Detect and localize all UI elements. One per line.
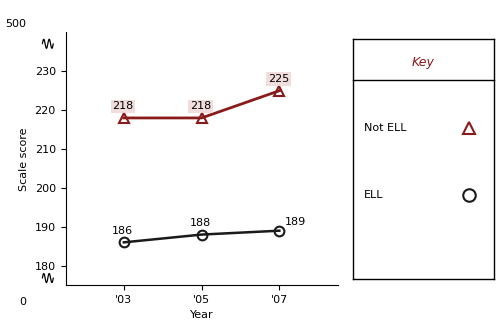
Text: 218: 218: [190, 101, 211, 111]
Text: Not ELL: Not ELL: [364, 122, 407, 133]
Text: 189: 189: [285, 217, 306, 227]
Text: Key: Key: [412, 56, 435, 69]
Text: 500: 500: [6, 19, 27, 29]
Text: 188: 188: [190, 218, 211, 228]
Text: 225: 225: [268, 74, 289, 84]
Y-axis label: Scale score: Scale score: [19, 127, 29, 191]
Text: 218: 218: [112, 101, 134, 111]
Text: 186: 186: [112, 226, 133, 236]
Text: ELL: ELL: [364, 190, 384, 200]
X-axis label: Year: Year: [190, 310, 213, 320]
Text: 0: 0: [20, 296, 27, 307]
